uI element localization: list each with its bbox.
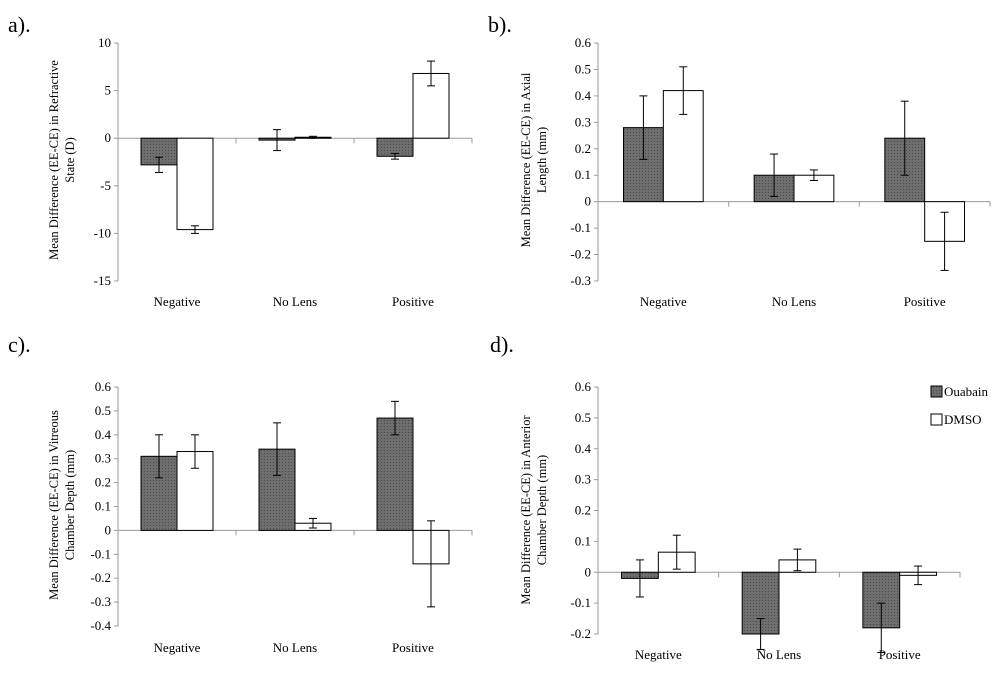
y-axis-title-line: Mean Difference (EE-CE) in Vitreous <box>47 410 61 600</box>
y-tick-label: 0.3 <box>575 472 591 487</box>
legend-label-dmso: DMSO <box>944 412 982 427</box>
category-label: Negative <box>154 640 201 655</box>
y-tick-label: 0.2 <box>575 503 591 518</box>
panel-label: c). <box>8 332 31 357</box>
y-tick-label: 0.1 <box>575 533 591 548</box>
y-tick-label: 0 <box>585 194 592 209</box>
bar-dmso-negative <box>176 137 214 231</box>
y-tick-label: -5 <box>100 178 111 193</box>
y-axis-title: Mean Difference (EE-CE) in Axial Length (… <box>519 72 549 247</box>
y-tick-label: 0.1 <box>95 499 111 514</box>
category-label: Positive <box>392 294 434 309</box>
category-label: No Lens <box>273 640 317 655</box>
y-axis-title-line: State (D) <box>63 137 77 182</box>
y-tick-label: 0.6 <box>575 35 592 50</box>
category-label: No Lens <box>757 647 801 662</box>
category-label: No Lens <box>772 294 816 309</box>
legend-label-ouabain: Ouabain <box>944 384 989 399</box>
y-tick-label: 0.6 <box>95 379 112 394</box>
y-tick-label: -0.4 <box>90 618 111 633</box>
y-tick-label: -0.2 <box>90 570 111 585</box>
y-tick-label: 5 <box>105 83 112 98</box>
y-axis-title-line: Mean Difference (EE-CE) in Axial <box>519 72 533 247</box>
y-tick-label: -0.2 <box>570 626 591 641</box>
legend-swatch-ouabain <box>930 385 943 398</box>
y-axis-title-line: Length (mm) <box>535 127 549 193</box>
panel-label: a). <box>8 12 31 37</box>
y-axis-title: Mean Difference (EE-CE) in Refractive Sta… <box>47 60 77 260</box>
y-axis-title-line: Mean Difference (EE-CE) in Refractive <box>47 60 61 260</box>
panel-2: b). 0.6 0.5 0.4 0.3 0.2 0.1 0 -0.1 -0.2 -0.3 Mean D… <box>488 12 991 309</box>
panel-1: a). 10 5 0 -5 -10 -15 Mean Difference (EE-CE) i… <box>8 12 473 309</box>
y-tick-label: 0.3 <box>95 451 111 466</box>
category-label: Positive <box>879 647 921 662</box>
y-tick-label: -0.3 <box>570 273 591 288</box>
y-tick-label: 0.5 <box>95 403 111 418</box>
y-tick-label: 0 <box>105 522 112 537</box>
y-tick-label: 0.2 <box>95 475 111 490</box>
y-tick-label: -15 <box>94 273 111 288</box>
y-tick-label: -0.1 <box>90 546 111 561</box>
legend-swatch-dmso <box>930 413 943 426</box>
y-tick-label: 0.3 <box>575 114 591 129</box>
y-tick-label: 0 <box>105 130 112 145</box>
category-label: Positive <box>392 640 434 655</box>
category-label: Negative <box>640 294 687 309</box>
category-label: Negative <box>154 294 201 309</box>
y-axis-title-line: Chamber Depth (mm) <box>535 455 549 565</box>
y-axis-title: Mean Difference (EE-CE) in Anterior Chamb… <box>519 415 549 605</box>
y-tick-label: 0.5 <box>575 410 591 425</box>
y-axis-title: Mean Difference (EE-CE) in Vitreous Chamb… <box>47 410 77 600</box>
category-label: Negative <box>635 647 682 662</box>
y-tick-label: -0.2 <box>570 247 591 262</box>
y-tick-label: 0.5 <box>575 61 591 76</box>
y-tick-label: 10 <box>98 35 111 50</box>
y-tick-label: 0.4 <box>95 427 112 442</box>
y-tick-label: 0.4 <box>575 441 592 456</box>
y-tick-label: 0.4 <box>575 88 592 103</box>
panel-label: b). <box>488 12 512 37</box>
panel-4: d). 0.6 0.5 0.4 0.3 0.2 0.1 0 -0.1 -0.2 Mean Diffe… <box>490 332 961 662</box>
y-tick-label: 0.6 <box>575 379 592 394</box>
panel-3: c). 0.6 0.5 0.4 0.3 0.2 0.1 0 -0.1 -0.2 -0.3 -0.4 Me… <box>8 332 473 655</box>
y-tick-label: 0.1 <box>575 167 591 182</box>
legend: Ouabain DMSO <box>930 384 989 427</box>
category-label: Positive <box>904 294 946 309</box>
y-tick-label: -0.1 <box>570 595 591 610</box>
y-tick-label: -10 <box>94 225 111 240</box>
y-tick-label: 0.2 <box>575 141 591 156</box>
y-axis-title-line: Chamber Depth (mm) <box>63 450 77 560</box>
y-axis-title-line: Mean Difference (EE-CE) in Anterior <box>519 415 533 605</box>
panels-layer: a). 10 5 0 -5 -10 -15 Mean Difference (EE-CE) i… <box>8 12 991 662</box>
category-label: No Lens <box>273 294 317 309</box>
y-tick-label: -0.3 <box>90 594 111 609</box>
panel-label: d). <box>490 332 514 357</box>
y-tick-label: -0.1 <box>570 220 591 235</box>
y-tick-label: 0 <box>585 564 592 579</box>
